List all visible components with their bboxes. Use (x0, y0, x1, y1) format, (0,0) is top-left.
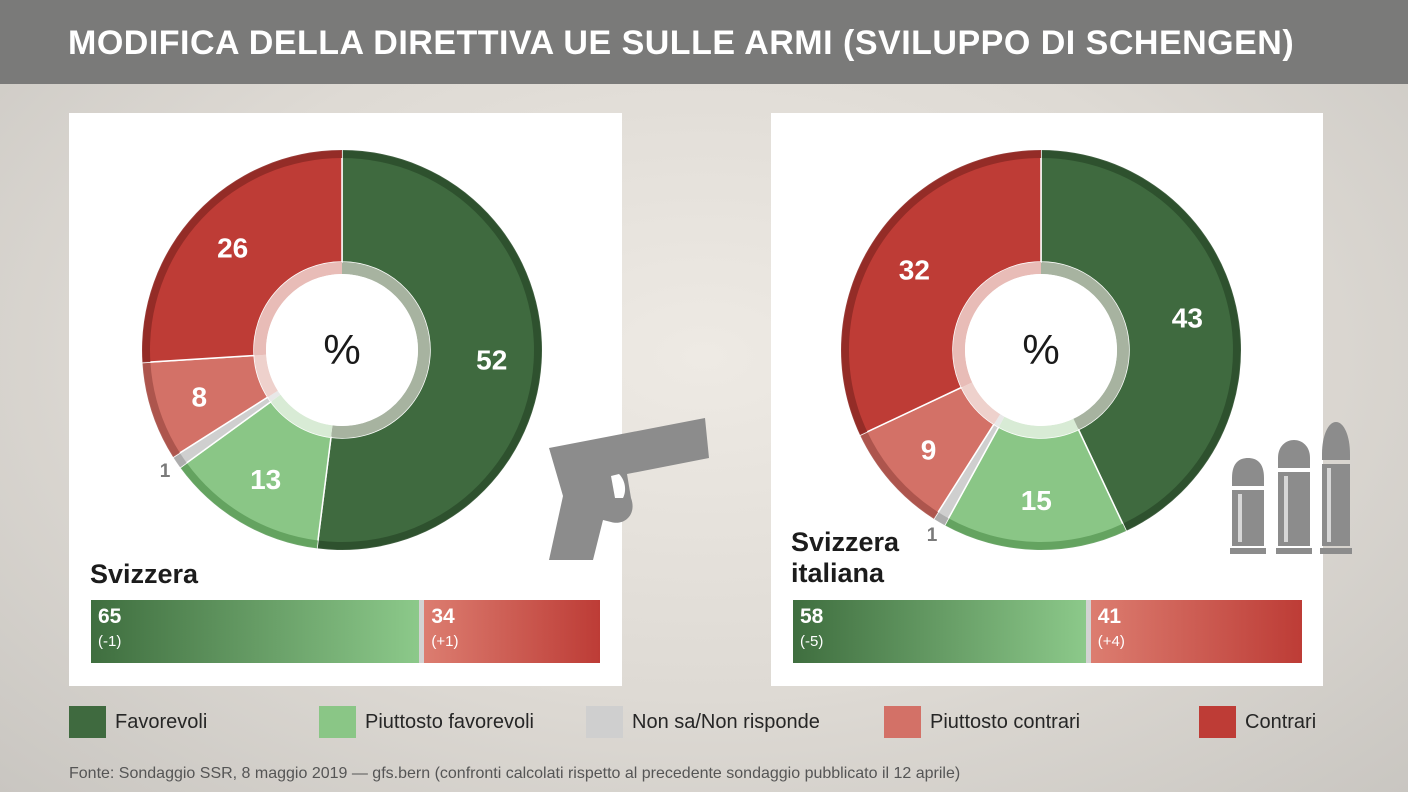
region-label: Svizzera italiana (791, 527, 900, 588)
slice-label-non-sa: 1 (927, 525, 938, 546)
legend-label: Non sa/Non risponde (632, 711, 820, 733)
donut-hole (266, 274, 418, 426)
slice-contrari (141, 149, 343, 364)
legend-label: Favorevoli (115, 711, 208, 733)
source-note: Fonte: Sondaggio SSR, 8 maggio 2019 — gf… (69, 765, 961, 782)
slice-piuttosto-contrari (141, 354, 278, 459)
summary-bar-contrari: 41 (+4) (1090, 600, 1302, 663)
donut-chart-svizzera-italiana: 43 15 1 9 32% (840, 149, 1242, 551)
legend-swatch (319, 706, 356, 738)
legend-swatch (884, 706, 921, 738)
bar-value: 41 (1097, 605, 1122, 628)
legend-swatch (69, 706, 106, 738)
slice-label-piuttosto-contrari: 9 (921, 434, 937, 465)
title-bar: MODIFICA DELLA DIRETTIVA UE SULLE ARMI (… (0, 0, 1408, 84)
center-label: % (323, 326, 360, 373)
bullets-icon (1230, 422, 1352, 554)
donut-hole (965, 274, 1117, 426)
summary-bar-separator (419, 600, 425, 663)
slice-label-favorevoli: 43 (1172, 302, 1203, 333)
summary-bar-favorevoli: 58 (-5) (793, 600, 1086, 663)
slice-favorevoli (316, 149, 543, 551)
slice-contrari (840, 149, 1042, 437)
legend-swatch (586, 706, 623, 738)
center-label: % (1022, 326, 1059, 373)
slice-label-favorevoli: 52 (476, 344, 507, 375)
bar-delta: (-1) (98, 633, 122, 650)
bar-value: 58 (800, 605, 824, 628)
legend-swatch (1199, 706, 1236, 738)
legend-label: Piuttosto favorevoli (365, 711, 534, 733)
slice-piuttosto-favorevoli (943, 416, 1128, 551)
legend-label: Contrari (1245, 711, 1317, 733)
slice-label-piuttosto-favorevoli: 15 (1021, 485, 1052, 516)
panel-svizzera-italiana: 43 15 1 9 32% Svizzera italiana 58 (-5) 41 (… (771, 113, 1323, 686)
legend-label: Piuttosto contrari (930, 711, 1081, 733)
bar-value: 34 (431, 605, 455, 628)
bar-delta: (-5) (800, 633, 824, 650)
summary-bar-separator (1085, 600, 1091, 663)
donut-chart-svizzera: 52 13 1 8 26% (141, 149, 543, 551)
summary-bar-contrari: 34 (+1) (424, 600, 600, 663)
slice-label-contrari: 26 (217, 232, 248, 263)
slice-label-piuttosto-favorevoli: 13 (250, 464, 281, 495)
bar-delta: (+4) (1097, 633, 1125, 650)
slice-label-non-sa: 1 (160, 461, 171, 482)
slice-label-piuttosto-contrari: 8 (192, 381, 208, 412)
slice-favorevoli (1040, 149, 1242, 532)
slice-label-contrari: 32 (899, 255, 930, 286)
bar-value: 65 (98, 605, 122, 628)
chart-title: MODIFICA DELLA DIRETTIVA UE SULLE ARMI (… (68, 24, 1295, 62)
gun-icon (549, 418, 709, 560)
summary-bar-favorevoli: 65 (-1) (91, 600, 420, 663)
panel-svizzera: 52 13 1 8 26% Svizzera 65 (-1) 34 (+1) (69, 113, 622, 686)
region-label: Svizzera (90, 559, 199, 589)
bar-delta: (+1) (431, 633, 459, 650)
